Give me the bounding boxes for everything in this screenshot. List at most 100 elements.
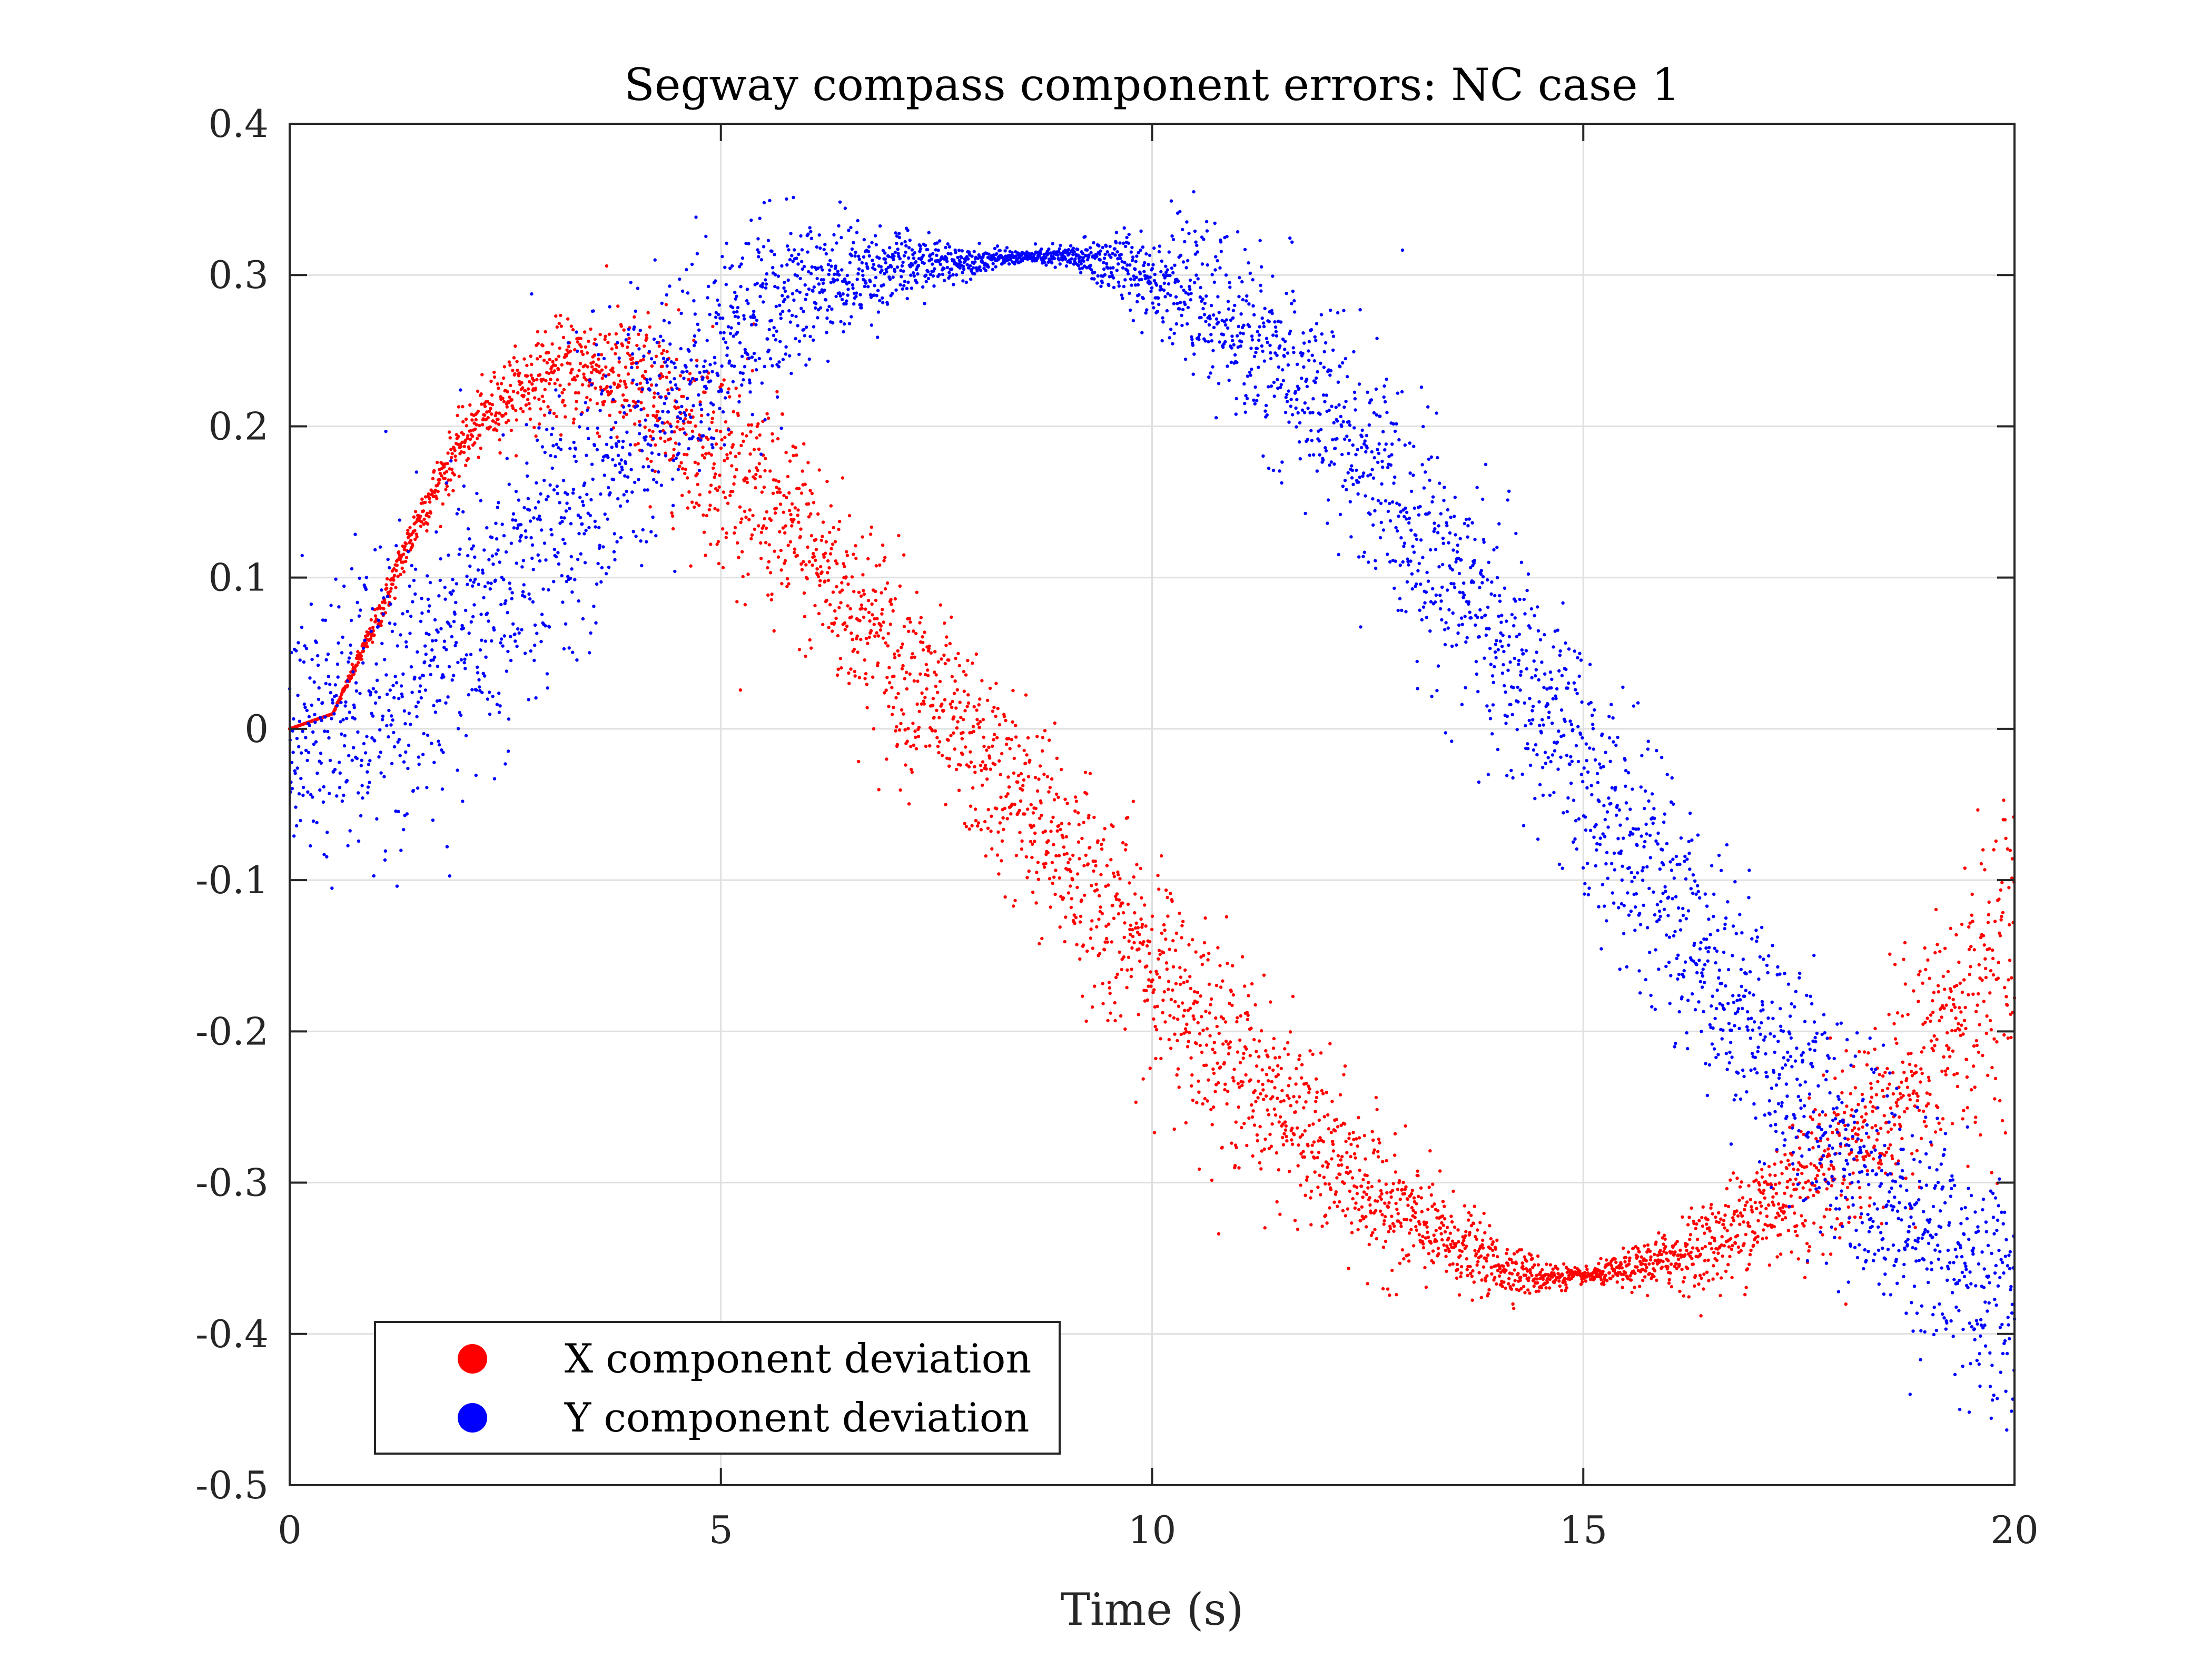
data-point	[1377, 1137, 1381, 1141]
data-point	[1633, 1286, 1636, 1289]
data-point	[1461, 1243, 1465, 1247]
data-point	[388, 589, 392, 594]
data-point	[553, 382, 557, 386]
data-point	[1180, 936, 1183, 940]
data-point	[975, 718, 979, 722]
data-point	[1123, 1027, 1127, 1031]
data-point	[1815, 1173, 1819, 1178]
data-point	[1482, 1265, 1486, 1269]
data-point	[888, 681, 892, 685]
data-point	[855, 634, 859, 638]
data-point	[650, 451, 654, 455]
data-point	[1955, 984, 1959, 987]
data-point	[1105, 864, 1109, 867]
data-point	[1125, 986, 1129, 990]
data-point	[1960, 922, 1964, 926]
data-point	[392, 578, 396, 582]
data-point	[514, 490, 518, 493]
data-point	[1112, 875, 1116, 878]
data-point	[514, 518, 518, 522]
data-point	[1760, 1168, 1764, 1171]
data-point	[676, 420, 680, 423]
data-point	[404, 542, 408, 546]
data-point	[793, 547, 797, 551]
data-point	[1407, 1253, 1410, 1257]
data-point	[542, 400, 546, 403]
data-point	[1277, 1168, 1281, 1172]
data-point	[709, 453, 714, 457]
data-point	[605, 384, 609, 389]
data-point	[1333, 1129, 1337, 1133]
data-point	[1913, 1226, 1917, 1229]
data-point	[507, 717, 511, 721]
data-point	[675, 387, 679, 390]
data-point	[953, 747, 957, 751]
data-point	[1371, 1138, 1375, 1142]
data-point	[1089, 927, 1093, 931]
data-point	[1418, 1222, 1421, 1226]
data-point	[1678, 1289, 1682, 1293]
data-point	[1838, 1236, 1842, 1240]
data-point	[1330, 1100, 1334, 1103]
data-point	[1715, 1272, 1719, 1276]
data-point	[537, 397, 541, 401]
data-point	[1265, 1073, 1269, 1077]
data-point	[388, 621, 392, 625]
data-point	[713, 507, 717, 511]
data-point	[1947, 1046, 1951, 1050]
data-point	[432, 704, 436, 708]
data-point	[768, 571, 773, 575]
data-point	[496, 382, 499, 386]
data-point	[1330, 1157, 1334, 1161]
data-point	[483, 639, 487, 643]
data-point	[420, 497, 424, 501]
data-point	[1970, 913, 1974, 917]
data-point	[940, 754, 944, 757]
data-point	[938, 679, 942, 684]
data-point	[1094, 864, 1098, 868]
data-point	[403, 722, 407, 726]
data-point	[861, 573, 865, 577]
data-point	[1182, 981, 1186, 985]
data-point	[357, 839, 361, 843]
data-point	[368, 759, 372, 763]
data-point	[835, 562, 839, 566]
data-point	[616, 497, 620, 501]
data-point	[421, 509, 426, 513]
data-point	[1267, 1079, 1270, 1083]
data-point	[477, 582, 480, 586]
data-point	[1537, 1289, 1540, 1293]
data-point	[1928, 976, 1931, 980]
data-point	[1900, 1014, 1904, 1018]
data-point	[1763, 1196, 1766, 1200]
data-point	[565, 353, 569, 357]
data-point	[1905, 1085, 1910, 1089]
data-point	[1795, 1224, 1799, 1228]
data-point	[1320, 1224, 1324, 1228]
data-point	[801, 469, 804, 473]
data-point	[872, 727, 876, 731]
data-point	[826, 571, 829, 575]
data-point	[480, 423, 485, 427]
data-point	[1063, 797, 1067, 801]
data-point	[391, 718, 394, 722]
data-point	[1878, 1073, 1881, 1077]
data-point	[1877, 1166, 1881, 1170]
data-point	[1078, 857, 1081, 861]
data-point	[619, 458, 624, 462]
data-point	[1528, 1291, 1532, 1295]
data-point	[419, 696, 423, 700]
data-point	[1398, 1197, 1402, 1201]
data-point	[1122, 955, 1126, 959]
data-point	[1789, 1194, 1793, 1198]
data-point	[728, 451, 733, 455]
data-point	[559, 433, 563, 437]
data-point	[1158, 952, 1162, 956]
data-point	[714, 472, 717, 476]
data-point	[799, 562, 803, 566]
data-point	[747, 423, 750, 427]
data-point	[1871, 1110, 1874, 1113]
data-point	[498, 438, 501, 442]
data-point	[609, 385, 613, 389]
data-point	[332, 712, 336, 716]
